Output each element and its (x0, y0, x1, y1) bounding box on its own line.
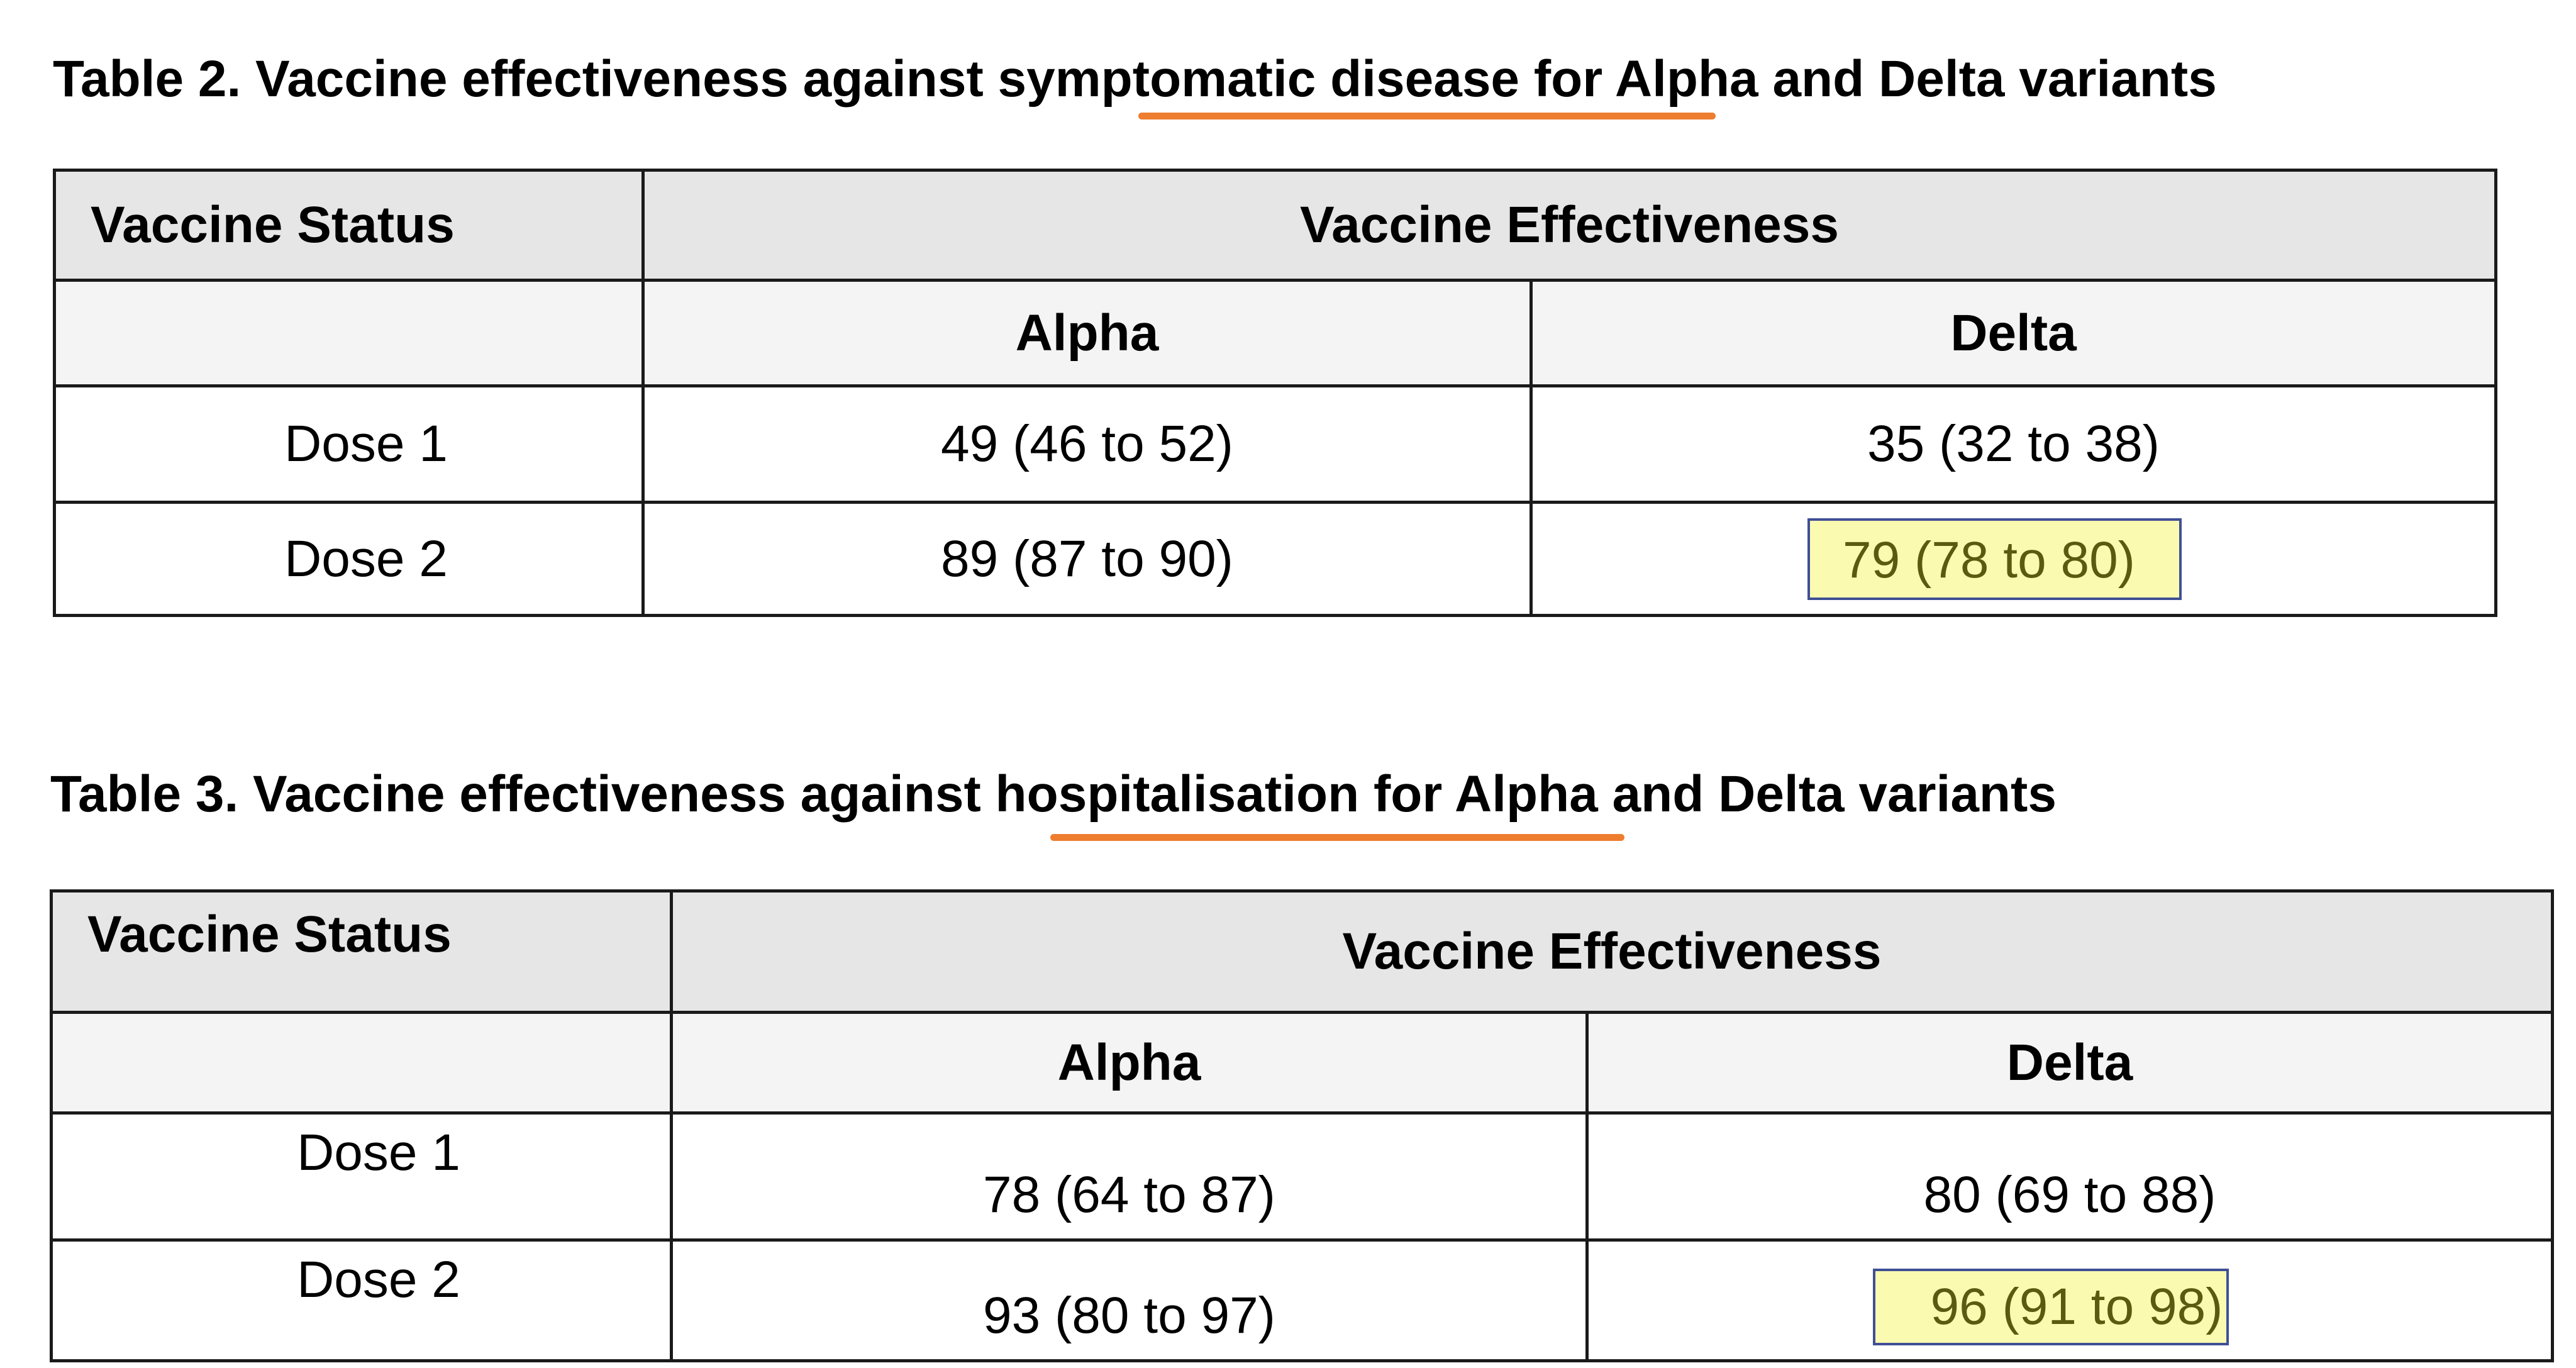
orange-underline (1050, 834, 1624, 841)
table-2: Vaccine Status Vaccine Effectiveness Alp… (53, 169, 2497, 617)
alpha-value: 78 (64 to 87) (670, 1111, 1589, 1242)
table-2-caption: Table 2. Vaccine effectiveness against s… (53, 53, 2217, 105)
caption-text: for Alpha and Delta variants (1359, 765, 2057, 823)
caption-text: Table 2. Vaccine effectiveness against (53, 50, 998, 108)
table-3: Vaccine Status Vaccine Effectiveness Alp… (50, 889, 2554, 1362)
orange-underline (1138, 113, 1716, 120)
dose-label: Dose 2 (50, 1238, 673, 1362)
highlighted-value: 96 (91 to 98) (1872, 1269, 2229, 1345)
dose-label: Dose 2 (53, 501, 645, 617)
delta-value-cell: 96 (91 to 98) (1585, 1238, 2554, 1362)
highlighted-value: 79 (78 to 80) (1807, 518, 2182, 600)
dose-label: Dose 1 (53, 384, 645, 504)
caption-text: for Alpha and Delta variants (1519, 50, 2217, 108)
alpha-column-header: Alpha (670, 1011, 1589, 1115)
table-row: Dose 1 49 (46 to 52) 35 (32 to 38) (53, 384, 2497, 504)
table-subheader-row: Alpha Delta (53, 279, 2497, 387)
table-3-caption: Table 3. Vaccine effectiveness against h… (50, 769, 2057, 820)
delta-column-header: Delta (1530, 279, 2497, 387)
empty-cell (50, 1011, 673, 1115)
alpha-value: 49 (46 to 52) (641, 384, 1533, 504)
delta-value: 80 (69 to 88) (1585, 1111, 2554, 1242)
delta-column-header: Delta (1585, 1011, 2554, 1115)
table-subheader-row: Alpha Delta (50, 1011, 2554, 1115)
vaccine-status-header: Vaccine Status (53, 169, 645, 282)
empty-cell (53, 279, 645, 387)
vaccine-effectiveness-header: Vaccine Effectiveness (670, 889, 2554, 1014)
delta-value-cell: 79 (78 to 80) (1530, 501, 2497, 617)
caption-emphasis: symptomatic disease (997, 50, 1520, 108)
caption-emphasis: hospitalisation (995, 765, 1360, 823)
table-row: Dose 2 93 (80 to 97) 96 (91 to 98) (50, 1238, 2554, 1362)
vaccine-status-header: Vaccine Status (50, 889, 673, 1014)
alpha-value: 89 (87 to 90) (641, 501, 1533, 617)
table-row: Dose 2 89 (87 to 90) 79 (78 to 80) (53, 501, 2497, 617)
alpha-value: 93 (80 to 97) (670, 1238, 1589, 1362)
table-header-row: Vaccine Status Vaccine Effectiveness (50, 889, 2554, 1014)
table-row: Dose 1 78 (64 to 87) 80 (69 to 88) (50, 1111, 2554, 1242)
caption-text: Table 3. Vaccine effectiveness against (50, 765, 996, 823)
alpha-column-header: Alpha (641, 279, 1533, 387)
table-header-row: Vaccine Status Vaccine Effectiveness (53, 169, 2497, 282)
dose-label: Dose 1 (50, 1111, 673, 1242)
delta-value: 35 (32 to 38) (1530, 384, 2497, 504)
vaccine-effectiveness-header: Vaccine Effectiveness (641, 169, 2497, 282)
